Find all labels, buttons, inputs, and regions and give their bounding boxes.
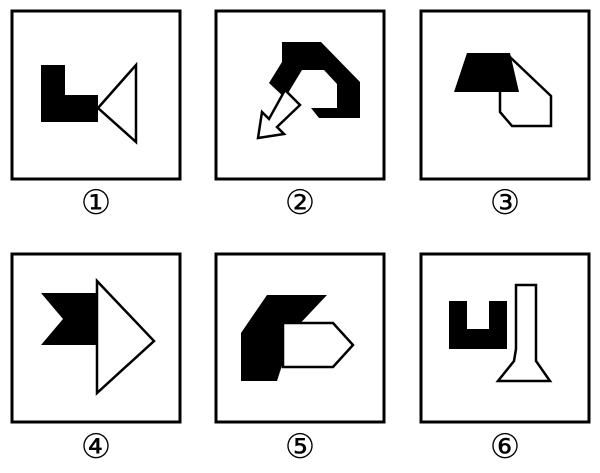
- figure-6: [419, 252, 591, 424]
- white-triangle: [96, 61, 138, 145]
- figure-1: [10, 9, 182, 181]
- option-label-6: ⑥: [489, 427, 521, 467]
- option-label-2: ②: [284, 183, 316, 223]
- white-arrow: [256, 87, 302, 140]
- option-label-4: ④: [80, 427, 112, 467]
- option-label-3: ③: [489, 183, 521, 223]
- option-panel-3[interactable]: [419, 9, 591, 181]
- white-bottle: [495, 283, 553, 383]
- option-label-1: ①: [80, 183, 112, 223]
- option-panel-4[interactable]: [10, 252, 182, 424]
- figure-3: [419, 9, 591, 181]
- black-flag: [41, 293, 97, 345]
- figure-4: [10, 252, 182, 424]
- black-trapezoid: [454, 53, 519, 92]
- black-l-shape: [41, 65, 98, 122]
- option-panel-2[interactable]: [214, 9, 386, 181]
- black-hook-shape: [269, 42, 360, 118]
- figure-5: [214, 252, 386, 424]
- option-panel-1[interactable]: [10, 9, 182, 181]
- white-pentagon-arrow: [281, 321, 355, 369]
- option-panel-6[interactable]: [419, 252, 591, 424]
- figure-2: [214, 9, 386, 181]
- black-u-shape: [449, 301, 507, 349]
- white-triangle: [95, 277, 156, 396]
- option-label-5: ⑤: [284, 427, 316, 467]
- option-panel-5[interactable]: [214, 252, 386, 424]
